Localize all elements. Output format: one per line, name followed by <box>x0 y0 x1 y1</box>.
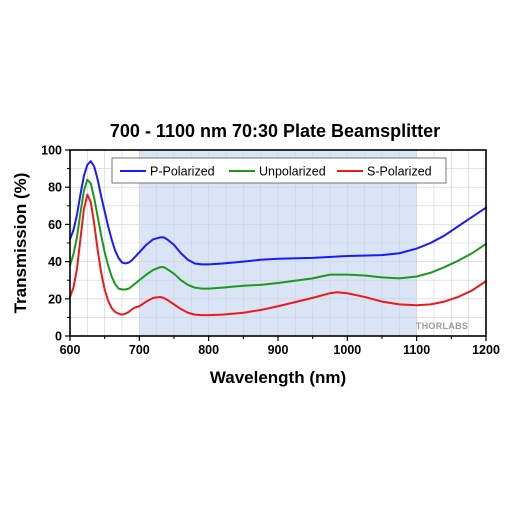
y-tick-label: 0 <box>55 330 62 344</box>
x-tick-label: 700 <box>129 343 150 357</box>
y-axis-title: Transmission (%) <box>11 173 30 314</box>
series-line-p-polarized <box>69 160 487 266</box>
x-tick-label: 1200 <box>472 343 500 357</box>
x-tick-label: 1000 <box>333 343 361 357</box>
series-line-s-polarized <box>69 193 487 317</box>
watermark: THORLABS <box>416 321 468 331</box>
chart-title: 700 - 1100 nm 70:30 Plate Beamsplitter <box>110 121 440 141</box>
x-tick-label: 1100 <box>403 343 430 357</box>
x-tick-label: 600 <box>60 343 81 357</box>
series-line-unpolarized <box>69 178 487 291</box>
legend-label: Unpolarized <box>259 165 326 179</box>
legend: P-Polarized Unpolarized S-Polarized <box>111 157 447 184</box>
y-tick-label: 100 <box>41 144 62 158</box>
y-axis-ticks: 0 20 40 60 80 100 <box>41 144 70 344</box>
series-layer <box>69 160 487 317</box>
y-tick-label: 60 <box>48 218 62 232</box>
x-tick-label: 900 <box>268 343 289 357</box>
y-tick-label: 40 <box>48 255 62 269</box>
x-tick-label: 800 <box>198 343 219 357</box>
x-axis-title: Wavelength (nm) <box>210 368 346 387</box>
x-axis-ticks: 600 700 800 900 1000 1100 1200 <box>60 336 500 357</box>
legend-label: S-Polarized <box>367 165 432 179</box>
y-tick-label: 20 <box>48 292 62 306</box>
legend-box <box>111 157 447 184</box>
legend-label: P-Polarized <box>150 165 215 179</box>
y-tick-label: 80 <box>48 181 62 195</box>
